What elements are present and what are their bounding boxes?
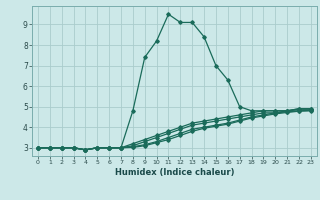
X-axis label: Humidex (Indice chaleur): Humidex (Indice chaleur) bbox=[115, 168, 234, 177]
